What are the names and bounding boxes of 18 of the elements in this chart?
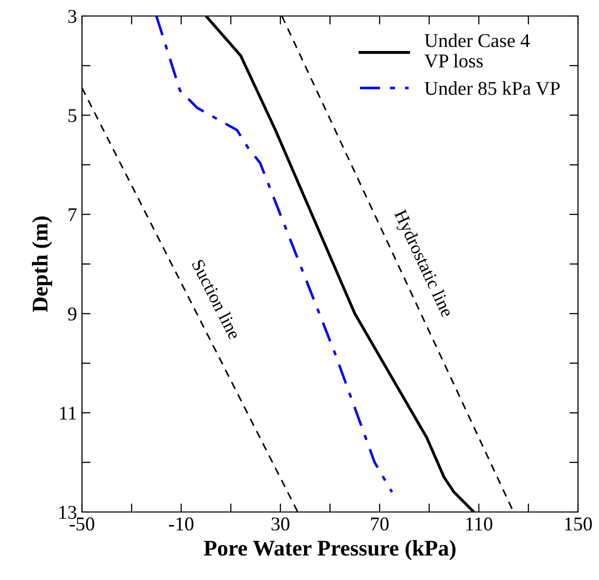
line-series xyxy=(155,16,394,494)
x-tick-label: 30 xyxy=(272,517,290,531)
y-tick-label: 11 xyxy=(60,406,76,420)
x-tick-label: 110 xyxy=(466,517,492,531)
x-tick-label: 70 xyxy=(371,517,389,531)
y-tick-label: 7 xyxy=(68,208,77,222)
x-axis-title: Pore Water Pressure (kPa) xyxy=(204,540,456,560)
y-axis-title: Depth (m) xyxy=(32,216,52,312)
x-tick-label: 150 xyxy=(565,517,592,531)
y-tick-label: 3 xyxy=(68,10,76,23)
y-tick-label: 5 xyxy=(68,109,76,122)
y-tick-label: 13 xyxy=(59,506,76,519)
text: Suction line xyxy=(192,258,242,340)
legend-label: Under Case 4 VP loss xyxy=(424,34,530,68)
y-tick-label: 9 xyxy=(68,307,76,321)
legend-label: Under 85 kPa VP xyxy=(424,81,560,96)
x-tick-label: -50 xyxy=(70,517,94,531)
x-tick-label: -10 xyxy=(168,517,194,531)
